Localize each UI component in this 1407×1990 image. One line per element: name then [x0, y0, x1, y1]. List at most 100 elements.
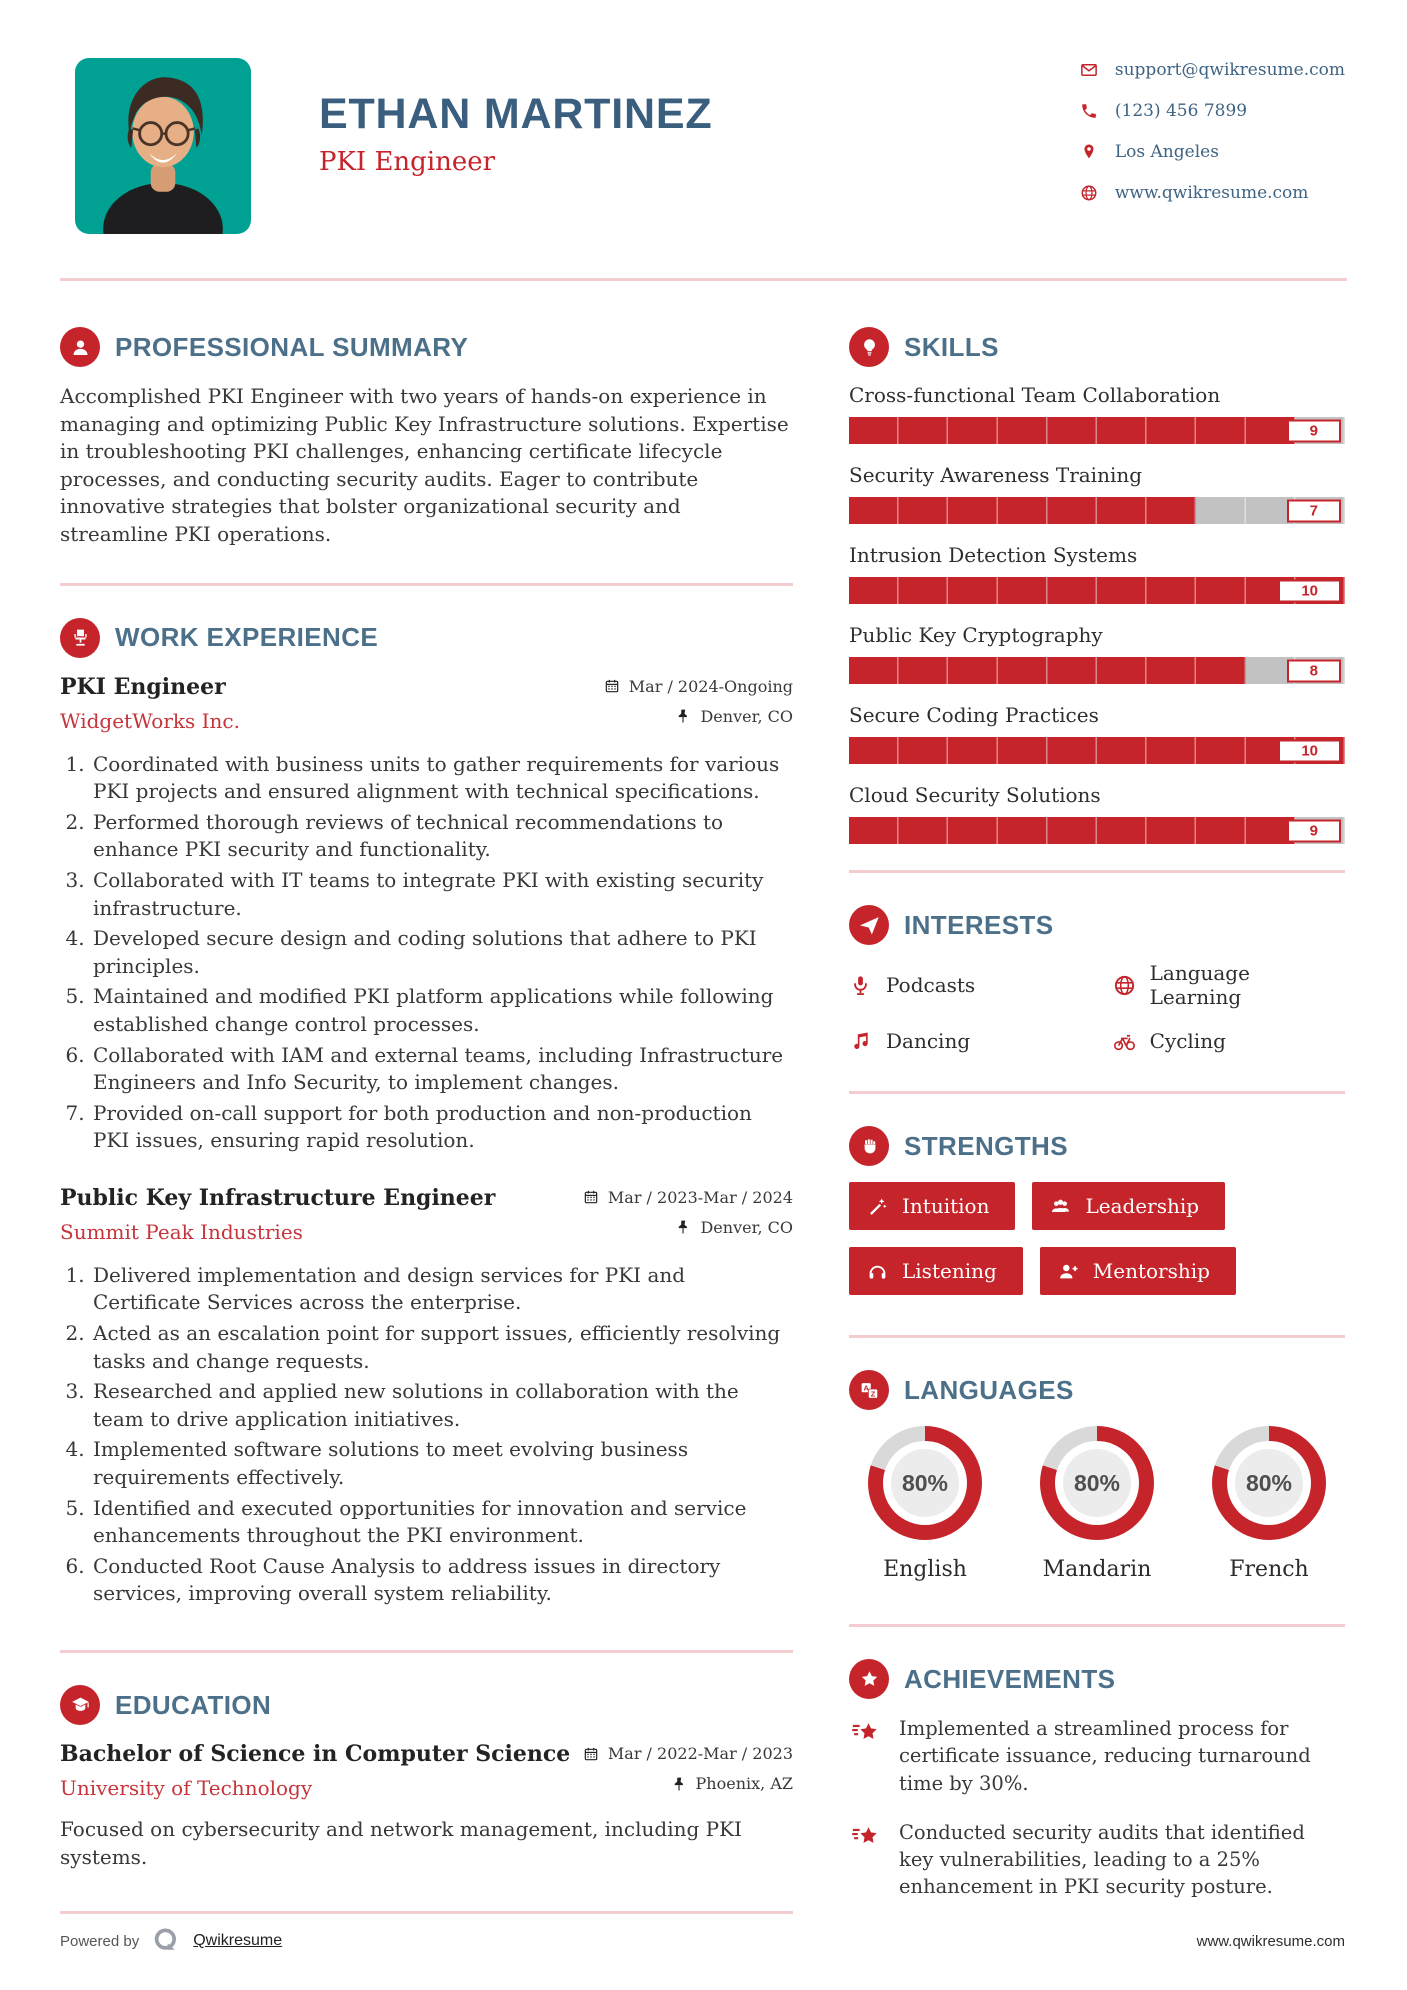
job-bullet: Delivered implementation and design serv… — [91, 1262, 793, 1317]
job-title: Public Key Infrastructure Engineer — [60, 1184, 496, 1211]
experience-header: WORK EXPERIENCE — [60, 617, 793, 658]
resume-body: PROFESSIONAL SUMMARY Accomplished PKI En… — [0, 327, 1407, 1946]
skill-bar-segments — [849, 577, 1345, 604]
summary-heading: PROFESSIONAL SUMMARY — [115, 331, 469, 362]
job-bullet: Researched and applied new solutions in … — [91, 1378, 793, 1433]
job-meta: Mar / 2023-Mar / 2024 Denver, CO — [583, 1185, 793, 1248]
job-bullet: Collaborated with IT teams to integrate … — [91, 867, 793, 922]
job-company: WidgetWorks Inc. — [60, 708, 240, 733]
language-item: 80% English — [855, 1426, 995, 1582]
job-bullet: Conducted Root Cause Analysis to address… — [91, 1553, 793, 1608]
language-donut: 80% — [1040, 1426, 1154, 1540]
achievements-list: Implemented a streamlined process for ce… — [849, 1715, 1345, 1901]
strength-chip: Mentorship — [1039, 1247, 1236, 1295]
skill-bar: 10 — [849, 577, 1345, 604]
users-icon — [1050, 1196, 1071, 1217]
skill-score: 7 — [1286, 499, 1341, 522]
strength-label: Leadership — [1085, 1194, 1200, 1218]
skill-score: 10 — [1278, 579, 1341, 602]
contact-item[interactable]: support@qwikresume.com — [1080, 60, 1345, 80]
strength-label: Mentorship — [1092, 1259, 1210, 1283]
shooting-star-icon — [849, 1718, 883, 1748]
language-item: 80% Mandarin — [1027, 1426, 1167, 1582]
bicycle-icon — [1113, 1030, 1136, 1053]
strengths-list: Intuition Leadership Listening Mentorship — [849, 1182, 1345, 1295]
contact-list: support@qwikresume.com (123) 456 7899 Los … — [1080, 60, 1345, 203]
job-dates-row: Mar / 2024-Ongoing — [604, 677, 793, 696]
skill-row: Public Key Cryptography 8 — [849, 623, 1345, 684]
contact-item: (123) 456 7899 — [1080, 101, 1345, 121]
pushpin-icon — [671, 1776, 687, 1792]
skill-name: Intrusion Detection Systems — [849, 543, 1138, 567]
job-meta: Mar / 2024-Ongoing Denver, CO — [604, 674, 793, 737]
education-heading: EDUCATION — [115, 1689, 272, 1720]
globe-icon — [1113, 974, 1136, 997]
job-bullet: Coordinated with business units to gathe… — [91, 751, 793, 806]
achievement-item: Conducted security audits that identifie… — [849, 1819, 1345, 1901]
skill-name: Cloud Security Solutions — [849, 783, 1101, 807]
skill-bar-fill — [849, 817, 1296, 844]
user-icon — [60, 327, 100, 367]
music-note-icon — [849, 1030, 872, 1053]
skill-bar-segments — [849, 737, 1345, 764]
jobs-list: PKI Engineer WidgetWorks Inc. Mar / 2024-O… — [60, 674, 793, 1608]
qwikresume-logo-icon — [151, 1926, 181, 1956]
achievements-section: ACHIEVEMENTS Implemented a streamlined p… — [849, 1659, 1345, 1901]
page-footer: Powered by Qwikresume www.qwikresume.com — [60, 1926, 1345, 1956]
languages-heading: LANGUAGES — [904, 1374, 1074, 1405]
skill-name: Public Key Cryptography — [849, 623, 1103, 647]
job-bullets: Coordinated with business units to gathe… — [60, 751, 793, 1155]
strength-chip: Listening — [849, 1247, 1023, 1295]
summary-text: Accomplished PKI Engineer with two years… — [60, 384, 789, 546]
qwikresume-link[interactable]: Qwikresume — [193, 1932, 283, 1949]
calendar-icon — [583, 1746, 599, 1762]
award-star-icon — [849, 1659, 889, 1699]
lightbulb-icon — [849, 327, 889, 367]
interest-label: Language Learning — [1149, 961, 1250, 1009]
map-pin-icon — [1080, 143, 1098, 161]
skill-row: Intrusion Detection Systems 10 — [849, 543, 1345, 604]
shooting-star-icon — [849, 1822, 883, 1852]
skill-name: Security Awareness Training — [849, 463, 1143, 487]
skills-section: SKILLS Cross-functional Team Collaborati… — [849, 327, 1345, 844]
interests-list: Podcasts Language Learning Dancing Cycling — [849, 961, 1345, 1053]
skill-bar-fill — [849, 497, 1197, 524]
experience-heading: WORK EXPERIENCE — [115, 622, 379, 653]
job-company: Summit Peak Industries — [60, 1219, 303, 1244]
strength-chip: Intuition — [849, 1182, 1016, 1230]
interests-heading: INTERESTS — [904, 909, 1054, 940]
contact-item: Los Angeles — [1080, 142, 1345, 162]
microphone-icon — [849, 974, 872, 997]
skill-bar: 9 — [849, 417, 1345, 444]
strengths-heading: STRENGTHS — [904, 1130, 1068, 1161]
summary-header: PROFESSIONAL SUMMARY — [60, 327, 793, 367]
job-entry: PKI Engineer WidgetWorks Inc. Mar / 2024-O… — [60, 674, 793, 1155]
job-dates-row: Mar / 2023-Mar / 2024 — [583, 1188, 793, 1207]
skill-bar-fill — [849, 417, 1296, 444]
school-name: University of Technology — [60, 1776, 313, 1800]
job-head: PKI Engineer WidgetWorks Inc. Mar / 2024-O… — [60, 674, 793, 737]
svg-text:Z: Z — [870, 1389, 875, 1398]
job-location: Denver, CO — [700, 706, 793, 726]
skill-name: Cross-functional Team Collaboration — [849, 383, 1221, 407]
interests-header: INTERESTS — [849, 905, 1345, 945]
languages-list: 80% English 80% Mandarin 80% French — [849, 1426, 1345, 1582]
job-entry: Public Key Infrastructure Engineer Summit… — [60, 1185, 793, 1608]
calendar-icon — [583, 1189, 599, 1205]
header-divider — [60, 278, 1347, 281]
skill-row: Cloud Security Solutions 9 — [849, 783, 1345, 844]
language-label: English — [883, 1557, 967, 1582]
skills-list: Cross-functional Team Collaboration 9 Secu… — [849, 383, 1345, 844]
contact-item[interactable]: www.qwikresume.com — [1080, 183, 1345, 203]
skill-score: 10 — [1278, 739, 1341, 762]
language-donut: 80% — [1212, 1426, 1326, 1540]
job-location-row: Denver, CO — [583, 1218, 793, 1237]
language-percent: 80% — [1063, 1449, 1131, 1517]
job-bullet: Provided on-call support for both produc… — [91, 1100, 793, 1155]
job-bullet: Maintained and modified PKI platform app… — [91, 983, 793, 1038]
headphones-icon — [867, 1261, 888, 1282]
strengths-section: STRENGTHS Intuition Leadership Listening Me… — [849, 1126, 1345, 1295]
profile-photo-illustration — [75, 58, 251, 234]
